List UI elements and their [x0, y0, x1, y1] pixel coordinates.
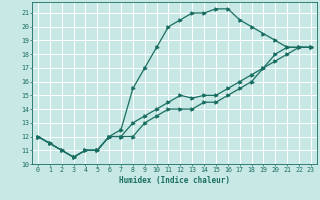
X-axis label: Humidex (Indice chaleur): Humidex (Indice chaleur) [119, 176, 230, 185]
